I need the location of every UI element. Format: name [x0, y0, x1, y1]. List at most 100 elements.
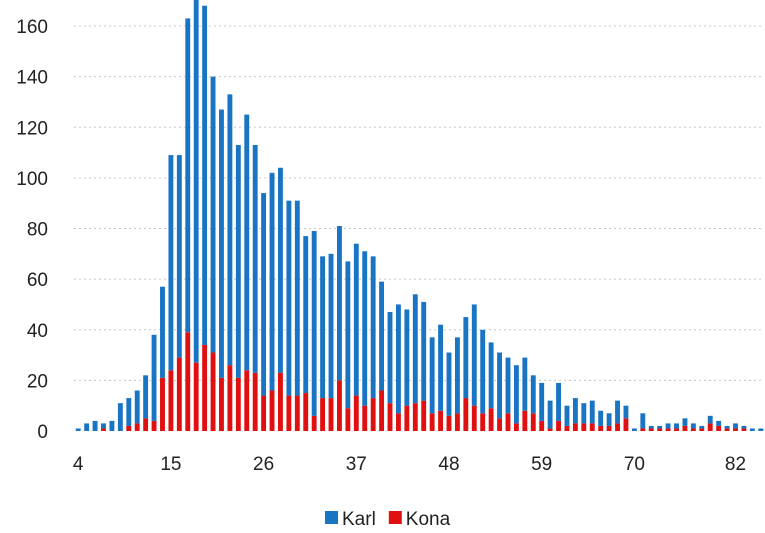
bar-kona	[134, 423, 140, 431]
bar-kona	[185, 332, 191, 431]
bar-karl	[733, 423, 738, 429]
bar-kona	[556, 420, 561, 431]
bar-kona	[320, 398, 326, 431]
bar-karl	[303, 236, 309, 394]
bar-karl	[690, 423, 696, 429]
bar-karl	[387, 312, 393, 404]
bar-karl	[379, 281, 385, 391]
bar-kona	[395, 413, 401, 431]
bar-karl	[749, 428, 755, 431]
bar-karl	[176, 155, 182, 358]
bar-karl	[151, 334, 157, 421]
bar-karl	[412, 294, 418, 404]
bar-kona	[690, 428, 696, 431]
bar-karl	[438, 324, 444, 411]
bar-kona	[101, 428, 106, 431]
bar-kona	[261, 395, 267, 431]
bar-kona	[412, 403, 418, 431]
bar-kona	[471, 405, 477, 431]
bar-karl	[572, 398, 578, 424]
bar-karl	[547, 400, 553, 429]
bar-kona	[707, 423, 713, 431]
bar-kona	[252, 372, 258, 431]
x-tick-label: 4	[73, 454, 84, 475]
bar-kona	[379, 390, 385, 431]
bar-karl	[454, 337, 460, 414]
bar-karl	[160, 286, 165, 378]
bar-karl	[117, 403, 123, 431]
bar-kona	[235, 377, 241, 431]
bar-kona	[387, 403, 393, 431]
bar-karl	[252, 144, 258, 373]
bar-karl	[75, 428, 81, 431]
bar-kona	[454, 413, 460, 431]
bar-kona	[202, 344, 208, 431]
bar-karl	[345, 261, 351, 409]
bar-kona	[126, 425, 132, 431]
bar-karl	[109, 420, 115, 431]
bar-kona	[539, 420, 545, 431]
bar-karl	[741, 425, 747, 429]
bar-kona	[733, 428, 738, 431]
bar-karl	[294, 200, 300, 396]
bar-kona	[353, 395, 359, 431]
x-tick-label: 48	[438, 454, 459, 475]
y-tick-label: 80	[27, 220, 48, 241]
bar-karl	[219, 109, 224, 378]
bar-karl	[648, 425, 654, 429]
bar-kona	[564, 425, 570, 431]
y-tick-label: 20	[27, 371, 48, 392]
bar-kona	[404, 405, 410, 431]
bar-karl	[631, 428, 637, 431]
bar-kona	[547, 428, 553, 431]
bars	[75, 0, 764, 431]
bar-karl	[556, 382, 561, 421]
x-axis-ticks: 4 15 26 37 48 59 70 82	[73, 454, 746, 475]
bar-karl	[210, 76, 216, 353]
bar-karl	[328, 253, 334, 399]
bar-karl	[404, 309, 410, 406]
bar-kona	[606, 425, 612, 431]
bar-karl	[581, 403, 587, 424]
bar-karl	[716, 420, 722, 426]
bar-karl	[261, 193, 267, 396]
bar-karl	[92, 420, 98, 431]
bar-karl	[311, 231, 317, 416]
legend-label-karl: Karl	[342, 509, 376, 530]
bar-karl	[724, 425, 730, 429]
legend-swatch-kona	[388, 511, 402, 524]
bar-kona	[522, 410, 528, 431]
bar-kona	[513, 423, 519, 431]
legend-swatch-karl	[325, 511, 338, 524]
bar-karl	[615, 400, 620, 424]
bar-karl	[539, 382, 545, 421]
bar-karl	[674, 423, 679, 429]
bar-kona	[674, 428, 679, 431]
bar-karl	[623, 405, 629, 419]
bar-karl	[101, 423, 106, 429]
bar-karl	[168, 155, 174, 371]
bar-kona	[362, 405, 368, 431]
bar-kona	[151, 420, 157, 431]
bar-kona	[488, 408, 494, 431]
bar-kona	[168, 370, 174, 431]
bar-karl	[84, 423, 90, 431]
bar-karl	[429, 337, 435, 414]
bar-kona	[421, 400, 427, 431]
bar-karl	[522, 357, 528, 411]
bar-karl	[362, 251, 368, 406]
bar-karl	[286, 200, 292, 396]
bar-kona	[210, 352, 216, 431]
bar-kona	[699, 428, 705, 431]
bar-karl	[497, 352, 502, 419]
bar-kona	[370, 398, 376, 431]
bar-kona	[269, 390, 275, 431]
bar-kona	[244, 370, 250, 431]
bar-kona	[176, 357, 182, 431]
x-tick-label: 26	[253, 454, 274, 475]
y-tick-label: 100	[16, 169, 48, 190]
bar-kona	[143, 418, 149, 431]
bar-kona	[640, 428, 646, 431]
